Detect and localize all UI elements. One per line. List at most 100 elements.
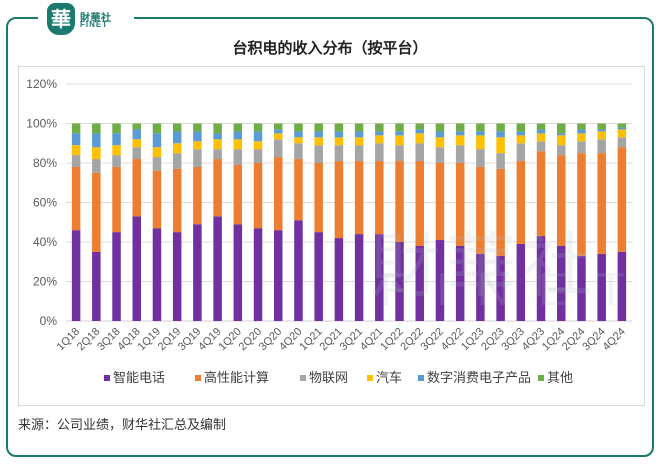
- bar-segment: [112, 145, 121, 156]
- bar-segment: [294, 220, 303, 321]
- bar-segment: [476, 253, 485, 321]
- bar-segment: [294, 131, 303, 138]
- bar-segment: [92, 172, 101, 252]
- bar-segment: [193, 224, 202, 321]
- legend-swatch: [195, 375, 201, 381]
- bar-segment: [92, 133, 101, 148]
- bar-segment: [557, 133, 566, 136]
- bar-segment: [496, 131, 505, 138]
- y-tick-label: 80%: [33, 156, 57, 170]
- bar-segment: [152, 147, 162, 158]
- chart-title: 台积电的收入分布（按平台）: [232, 39, 428, 57]
- bar-segment: [253, 149, 263, 163]
- bar-segment: [334, 145, 344, 162]
- bar-segment: [152, 157, 162, 171]
- legend-swatch: [538, 375, 544, 381]
- bar-segment: [415, 161, 424, 246]
- source-note: 来源：公司业绩，财华社汇总及编制: [18, 418, 227, 433]
- legend-swatch: [104, 375, 110, 381]
- bar-segment: [476, 149, 485, 167]
- bar-segment: [92, 159, 101, 173]
- bar-segment: [253, 123, 263, 132]
- bar-segment: [476, 135, 485, 150]
- bar-segment: [536, 129, 546, 134]
- bar-segment: [253, 141, 263, 150]
- bar-segment: [172, 131, 182, 144]
- bar-segment: [496, 255, 505, 321]
- bar-segment: [233, 149, 243, 165]
- bar-segment: [314, 163, 323, 233]
- bar-segment: [213, 139, 222, 150]
- bar-segment: [577, 123, 586, 130]
- bar-segment: [455, 145, 465, 163]
- bar-segment: [557, 145, 566, 156]
- bar-segment: [71, 145, 81, 156]
- bar-segment: [375, 123, 384, 132]
- y-tick-label: 60%: [33, 196, 57, 210]
- legend-label: 物联网: [309, 371, 348, 386]
- bar-segment: [557, 135, 566, 146]
- bar-segment: [152, 228, 162, 321]
- bar-segment: [213, 123, 222, 134]
- bar-segment: [274, 123, 283, 130]
- legend-swatch: [300, 375, 306, 381]
- bar-segment: [597, 253, 606, 321]
- bar-segment: [334, 123, 344, 132]
- bar-segment: [213, 149, 222, 160]
- bar-segment: [132, 139, 141, 148]
- bar-segment: [193, 166, 202, 225]
- bar-segment: [92, 123, 101, 134]
- bar-segment: [536, 141, 546, 152]
- bar-segment: [152, 133, 162, 148]
- bar-segment: [395, 242, 404, 321]
- bar-segment: [253, 163, 263, 229]
- bar-segment: [536, 236, 546, 321]
- bar-segment: [395, 135, 404, 146]
- bar-segment: [415, 245, 424, 321]
- bar-segment: [172, 232, 182, 321]
- legend-label: 汽车: [376, 370, 402, 386]
- bar-segment: [597, 131, 606, 140]
- bar-segment: [354, 145, 364, 162]
- bar-segment: [213, 133, 222, 140]
- bar-segment: [516, 135, 526, 144]
- bar-segment: [354, 234, 364, 321]
- bar-segment: [435, 240, 445, 321]
- bar-segment: [71, 155, 81, 167]
- bar-segment: [536, 133, 546, 142]
- watermark-cn: 財華社: [370, 225, 598, 307]
- bar-segment: [557, 155, 566, 246]
- bar-segment: [152, 123, 162, 134]
- bar-segment: [455, 135, 465, 146]
- bar-segment: [375, 131, 384, 136]
- bar-segment: [132, 216, 141, 321]
- bar-segment: [334, 137, 344, 146]
- bar-segment: [455, 163, 465, 246]
- bar-segment: [597, 153, 606, 254]
- bar-segment: [213, 216, 222, 321]
- bar-segment: [294, 159, 303, 221]
- bar-segment: [112, 155, 121, 167]
- bar-segment: [354, 123, 364, 132]
- bar-segment: [233, 224, 243, 321]
- x-tick-label: 4Q24: [600, 326, 628, 354]
- bar-segment: [496, 137, 505, 154]
- bar-segment: [617, 127, 627, 130]
- watermark-en: FINET: [380, 263, 653, 315]
- legend-swatch: [418, 375, 424, 381]
- bar-segment: [617, 129, 627, 138]
- bar-segment: [132, 147, 141, 160]
- bar-segment: [455, 123, 465, 132]
- bar-segment: [516, 143, 526, 162]
- bar-segment: [172, 143, 182, 154]
- y-tick-label: 40%: [33, 235, 57, 249]
- bar-segment: [415, 123, 424, 130]
- bar-segment: [112, 133, 121, 146]
- bar-segment: [536, 123, 546, 130]
- bar-segment: [455, 245, 465, 321]
- bar-segment: [617, 123, 627, 128]
- bar-segment: [274, 157, 283, 231]
- bar-segment: [395, 123, 404, 132]
- bar-segment: [577, 141, 586, 154]
